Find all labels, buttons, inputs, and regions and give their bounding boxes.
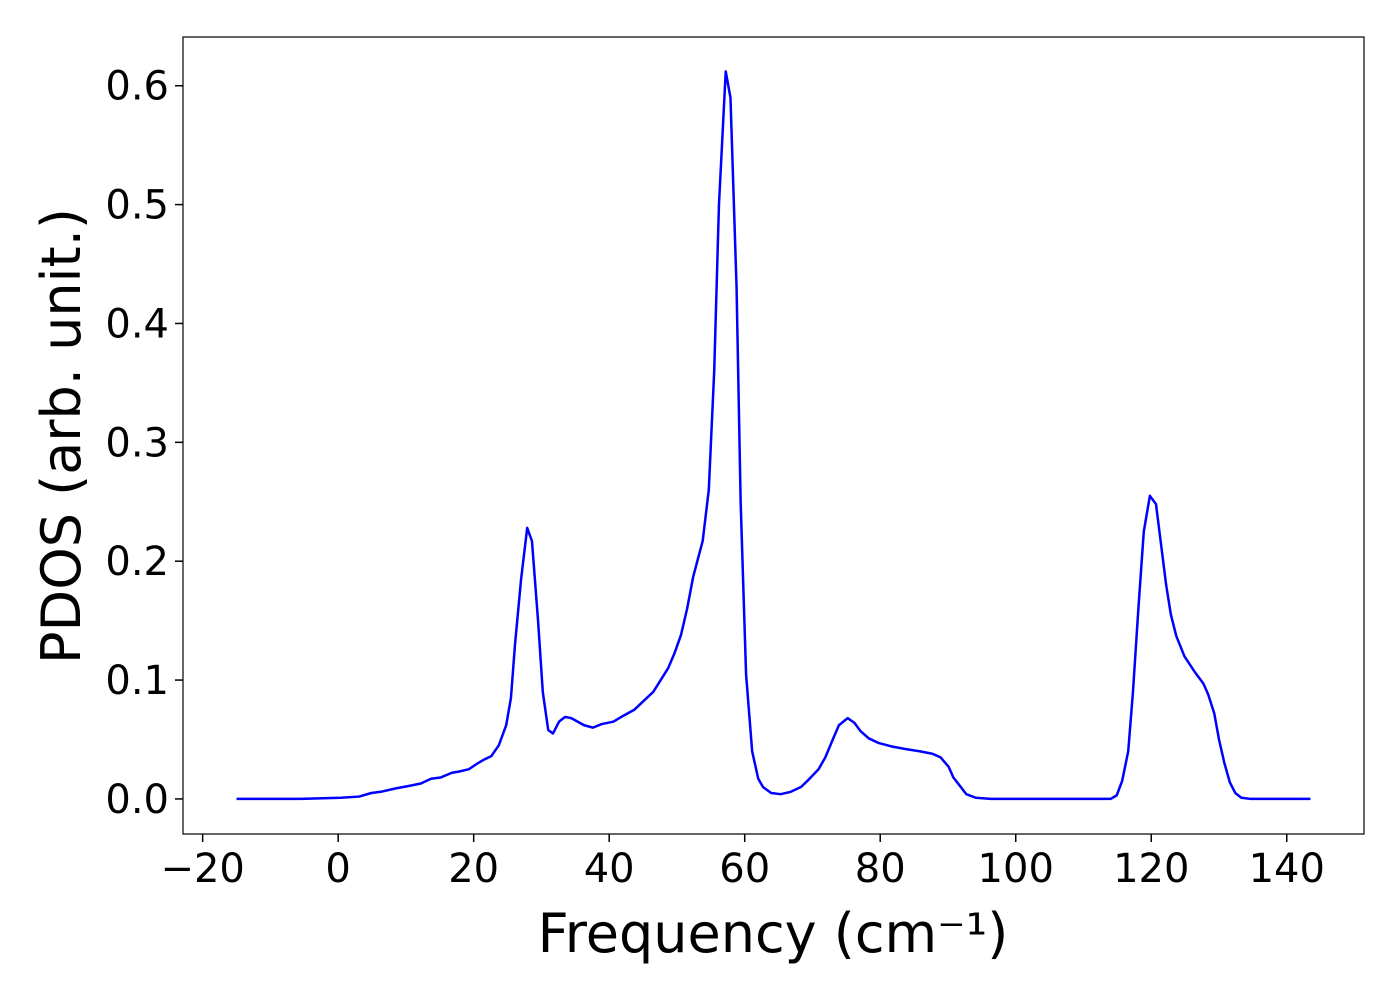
y-tick-label: 0.2 <box>105 539 169 585</box>
x-tick-label: 120 <box>1113 846 1189 892</box>
y-tick-label: 0.5 <box>105 183 169 229</box>
x-tick-label: 100 <box>978 846 1054 892</box>
x-tick-label: −20 <box>160 846 244 892</box>
y-tick-label: 0.1 <box>105 658 169 704</box>
y-tick-label: 0.0 <box>105 777 169 823</box>
y-tick-label: 0.4 <box>105 301 169 347</box>
x-tick-label: 0 <box>325 846 350 892</box>
x-tick-label: 140 <box>1249 846 1325 892</box>
plot-frame <box>182 36 1365 835</box>
x-tick-label: 60 <box>719 846 770 892</box>
line <box>236 70 1311 801</box>
y-tick-label: 0.3 <box>105 420 169 466</box>
x-tick-label: 20 <box>448 846 499 892</box>
y-axis-label: PDOS (arb. unit.) <box>30 208 93 664</box>
x-tick-label: 40 <box>584 846 635 892</box>
x-axis-label: Frequency (cm⁻¹) <box>538 902 1009 965</box>
y-tick-label: 0.6 <box>105 64 169 110</box>
x-tick-label: 80 <box>855 846 906 892</box>
